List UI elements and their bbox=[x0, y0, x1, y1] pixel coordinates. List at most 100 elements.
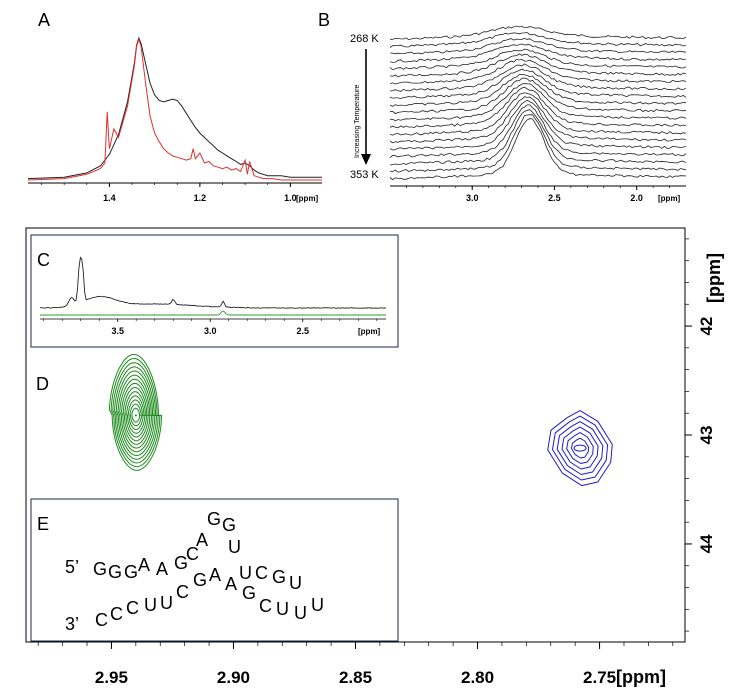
panel-b-temperature-trace bbox=[389, 104, 687, 158]
rna-nucleotide: U bbox=[160, 593, 173, 613]
green-contour-level bbox=[131, 407, 141, 423]
panel-b: B 3.0 2.5 2.0 [ppm] 268 K 353 K Increasing… bbox=[318, 10, 687, 203]
panel-c: C 3.5 3.0 2.5 [ppm] bbox=[30, 234, 399, 348]
rna-nucleotide: C bbox=[176, 582, 189, 602]
panel-a-x-unit: [ppm] bbox=[296, 194, 319, 203]
temperature-arrow-head bbox=[361, 154, 371, 165]
panel-e-frame bbox=[30, 498, 399, 642]
panel-c-ticks: 3.5 3.0 2.5 bbox=[43, 319, 378, 336]
green-contour-level bbox=[122, 386, 149, 442]
panel-c-traces bbox=[39, 256, 387, 316]
rna-nucleotide: G bbox=[242, 583, 256, 603]
rna-nucleotide: G bbox=[108, 562, 122, 582]
rna-nucleotide: G bbox=[193, 570, 207, 590]
panel-b-temperature-trace bbox=[389, 43, 687, 63]
blue-contour-level bbox=[566, 432, 594, 464]
temperature-bottom-label: 353 K bbox=[350, 169, 379, 181]
panel-b-temperature-trace bbox=[389, 99, 687, 151]
rna-nucleotide: A bbox=[138, 555, 150, 575]
panel-d-x-unit: [ppm] bbox=[616, 667, 666, 687]
blue-contour-level bbox=[556, 421, 604, 475]
temperature-arrow-label: Increasing Temperature bbox=[354, 84, 361, 158]
blue-contour-level bbox=[547, 410, 613, 487]
panel-d-y-tick-label: 43 bbox=[697, 426, 716, 445]
panel-b-tick-label: 2.0 bbox=[630, 193, 643, 203]
panel-b-temperature-trace bbox=[389, 96, 687, 144]
panel-b-temperature-trace bbox=[389, 92, 687, 136]
green-contour-level bbox=[126, 395, 146, 434]
rna-nucleotide: U bbox=[311, 595, 324, 615]
panel-b-temperature-trace bbox=[389, 25, 687, 41]
panel-b-letter: B bbox=[318, 10, 330, 30]
rna-nucleotide: C bbox=[126, 598, 139, 618]
green-contour-level bbox=[120, 382, 151, 445]
rna-nucleotide: A bbox=[196, 530, 208, 550]
panel-d-y-unit: [ppm] bbox=[704, 253, 724, 303]
panel-a-red-trace bbox=[27, 37, 322, 181]
green-contour-level bbox=[117, 374, 154, 453]
panel-b-temperature-trace bbox=[389, 37, 687, 55]
panel-c-black-trace bbox=[39, 256, 387, 309]
temperature-top-label: 268 K bbox=[350, 33, 379, 45]
panel-c-tick-label: 3.5 bbox=[111, 326, 124, 336]
panel-d-y-tick-label: 42 bbox=[697, 317, 716, 336]
rna-nucleotide: U bbox=[289, 573, 302, 593]
panel-d-x-tick-label: 2.85 bbox=[339, 668, 372, 687]
panel-b-temperature-trace bbox=[389, 74, 687, 107]
rna-nucleotide: U bbox=[276, 599, 289, 619]
green-peak-center bbox=[134, 414, 137, 417]
rna-nucleotide: G bbox=[124, 562, 138, 582]
panel-a-ticks: 1.4 1.2 1.0 bbox=[41, 183, 297, 203]
rna-nucleotide: G bbox=[272, 567, 286, 587]
panel-c-letter: C bbox=[37, 250, 50, 270]
panel-a-tick-label: 1.4 bbox=[103, 193, 116, 203]
rna-nucleotide: G bbox=[207, 509, 221, 529]
green-contour-level bbox=[119, 378, 152, 449]
panel-c-tick-label: 3.0 bbox=[204, 326, 217, 336]
rna-nucleotide: C bbox=[110, 604, 123, 624]
rna-nucleotide: C bbox=[186, 544, 199, 564]
panel-a-black-trace bbox=[27, 36, 322, 180]
panel-a-traces bbox=[27, 36, 322, 181]
green-contour-level bbox=[108, 353, 163, 471]
panel-d-x-ticks: 2.95 2.90 2.85 2.80 2.75 bbox=[37, 642, 674, 687]
three-prime-label: 3’ bbox=[65, 614, 79, 634]
panel-b-temperature-trace bbox=[389, 77, 687, 115]
panel-d-contours bbox=[108, 353, 613, 487]
blue-contour-level bbox=[552, 415, 609, 481]
panel-b-temperature-trace bbox=[389, 58, 687, 85]
panel-c-tick-label: 2.5 bbox=[296, 326, 309, 336]
panel-b-temperature-trace bbox=[389, 68, 687, 100]
green-contour-level bbox=[113, 366, 158, 460]
panel-b-ticks: 3.0 2.5 2.0 bbox=[406, 186, 670, 203]
panel-b-temperature-trace bbox=[389, 109, 687, 166]
rna-nucleotide: G bbox=[174, 553, 188, 573]
blue-contour-level bbox=[571, 437, 590, 459]
panel-d-y-tick-label: 44 bbox=[697, 534, 716, 553]
panel-b-traces bbox=[389, 25, 687, 181]
rna-nucleotide: C bbox=[255, 563, 268, 583]
green-contour-level bbox=[129, 403, 142, 427]
panel-b-x-unit: [ppm] bbox=[658, 194, 681, 203]
panel-d-x-tick-label: 2.75 bbox=[583, 668, 616, 687]
panel-b-temperature-trace bbox=[389, 63, 687, 92]
panel-c-green-trace bbox=[40, 310, 386, 316]
panel-e-letter: E bbox=[37, 514, 49, 534]
green-contour-level bbox=[112, 362, 159, 464]
rna-nucleotide: U bbox=[294, 603, 307, 623]
panel-b-temperature-trace bbox=[389, 32, 687, 48]
panel-b-tick-label: 3.0 bbox=[466, 193, 479, 203]
rna-nucleotide: A bbox=[225, 574, 237, 594]
panel-b-temperature-trace bbox=[389, 118, 687, 181]
green-contour-level bbox=[127, 399, 144, 430]
panel-b-temperature-trace bbox=[389, 82, 687, 122]
blue-contour-level bbox=[561, 426, 599, 470]
panel-d-letter: D bbox=[36, 374, 49, 394]
rna-nucleotide: A bbox=[209, 565, 221, 585]
rna-nucleotide: C bbox=[259, 596, 272, 616]
green-contour-level bbox=[124, 391, 147, 438]
green-contour-level bbox=[110, 357, 161, 468]
